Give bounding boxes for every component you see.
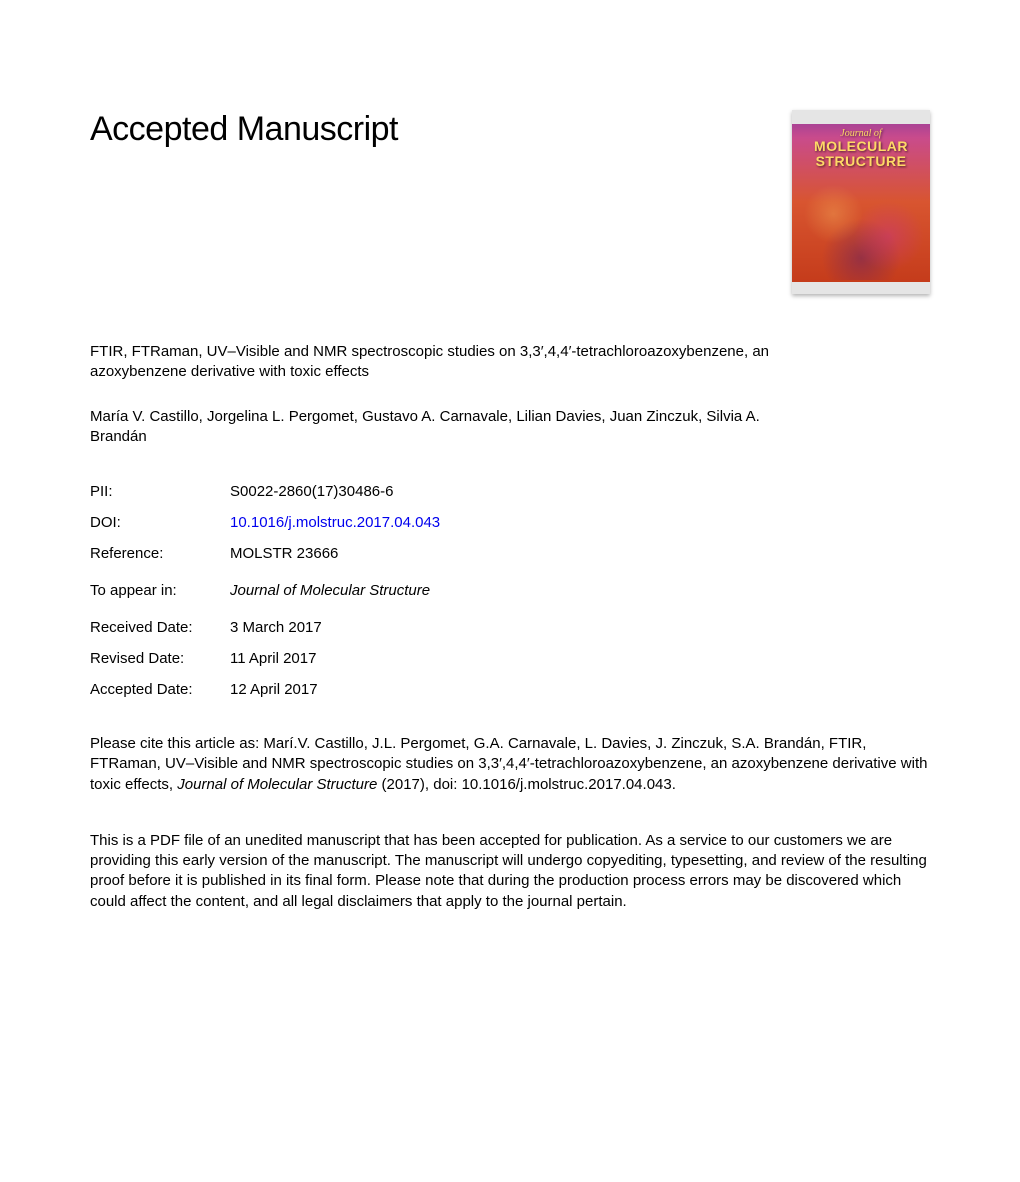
citation-journal-italic: Journal of Molecular Structure (177, 776, 377, 793)
meta-value: S0022-2860(17)30486-6 (230, 483, 393, 500)
meta-label: PII: (90, 483, 230, 500)
journal-cover-thumbnail: Journal of MOLECULAR STRUCTURE (792, 110, 930, 294)
meta-label: DOI: (90, 514, 230, 531)
doi-link[interactable]: 10.1016/j.molstruc.2017.04.043 (230, 514, 440, 531)
meta-row-reference: Reference: MOLSTR 23666 (90, 545, 930, 562)
meta-label: Received Date: (90, 619, 230, 636)
meta-label: Revised Date: (90, 650, 230, 667)
citation-block: Please cite this article as: Marí.V. Cas… (90, 734, 930, 795)
cover-title-block: Journal of MOLECULAR STRUCTURE (792, 128, 930, 170)
header-row: Accepted Manuscript Journal of MOLECULAR… (90, 110, 930, 294)
cover-artwork (792, 170, 930, 280)
meta-value: 3 March 2017 (230, 619, 322, 636)
meta-dates-table: Received Date: 3 March 2017 Revised Date… (90, 619, 930, 698)
page-heading: Accepted Manuscript (90, 110, 398, 149)
meta-row-revised: Revised Date: 11 April 2017 (90, 650, 930, 667)
disclaimer-text: This is a PDF file of an unedited manusc… (90, 831, 930, 912)
meta-row-accepted: Accepted Date: 12 April 2017 (90, 681, 930, 698)
cover-title-line1: MOLECULAR (796, 139, 926, 154)
article-title: FTIR, FTRaman, UV–Visible and NMR spectr… (90, 342, 770, 383)
meta-table: PII: S0022-2860(17)30486-6 DOI: 10.1016/… (90, 483, 930, 562)
meta-label: Accepted Date: (90, 681, 230, 698)
citation-suffix: (2017), doi: 10.1016/j.molstruc.2017.04.… (377, 776, 676, 793)
meta-row-received: Received Date: 3 March 2017 (90, 619, 930, 636)
cover-bottombar (792, 282, 930, 294)
meta-value: 12 April 2017 (230, 681, 318, 698)
cover-title-line2: STRUCTURE (796, 154, 926, 169)
meta-value: MOLSTR 23666 (230, 545, 338, 562)
cover-topbar (792, 110, 930, 124)
meta-label: To appear in: (90, 582, 230, 599)
meta-label: Reference: (90, 545, 230, 562)
meta-row-doi: DOI: 10.1016/j.molstruc.2017.04.043 (90, 514, 930, 531)
meta-row-appear: To appear in: Journal of Molecular Struc… (90, 582, 930, 599)
meta-value-journal: Journal of Molecular Structure (230, 582, 430, 599)
article-authors: María V. Castillo, Jorgelina L. Pergomet… (90, 407, 770, 448)
meta-row-pii: PII: S0022-2860(17)30486-6 (90, 483, 930, 500)
meta-value: 11 April 2017 (230, 650, 316, 667)
meta-appear-table: To appear in: Journal of Molecular Struc… (90, 582, 930, 599)
